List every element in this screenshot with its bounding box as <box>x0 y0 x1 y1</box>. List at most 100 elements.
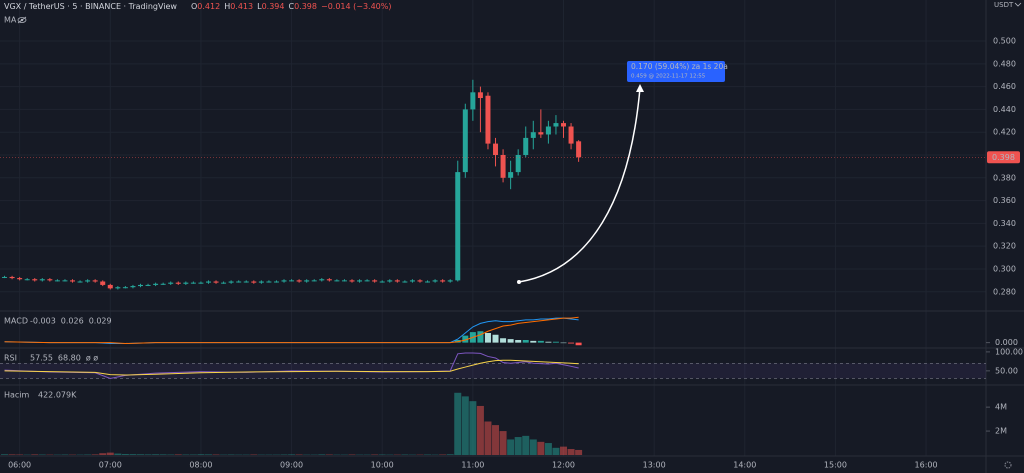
macd-histogram-bar <box>537 340 544 343</box>
volume-bar <box>114 453 122 455</box>
candle-body <box>205 281 211 283</box>
pane-legend-value: 0.029 <box>89 317 112 326</box>
candle-body <box>190 282 196 284</box>
candle-body <box>296 280 302 282</box>
candle-body <box>372 280 378 282</box>
currency-caret[interactable] <box>1014 2 1022 7</box>
macd-histogram-bar <box>552 341 559 343</box>
projection-arrow[interactable] <box>518 87 641 283</box>
projection-box[interactable] <box>627 61 725 82</box>
candle-body <box>92 280 98 282</box>
candle-body <box>485 95 491 144</box>
candle-body <box>402 281 408 283</box>
candle-body <box>289 280 295 282</box>
candle-body <box>266 281 272 283</box>
candle-body <box>70 280 76 282</box>
volume-bar <box>121 454 129 455</box>
y-tick-label: 0.420 <box>993 128 1016 137</box>
pane-legend-value: 0.026 <box>61 317 84 326</box>
volume-bar <box>91 454 99 455</box>
volume-bar <box>454 392 462 455</box>
candle-body <box>130 286 136 288</box>
y-tick-label: 0.360 <box>993 196 1016 205</box>
candle-body <box>440 280 446 282</box>
volume-bar <box>484 421 492 455</box>
candle-body <box>455 172 461 281</box>
volume-bar <box>204 454 212 455</box>
pane-legend-value: 57.55 <box>30 354 53 363</box>
candle-body <box>168 282 174 284</box>
candle-body <box>523 137 529 155</box>
volume-bar <box>99 453 107 455</box>
volume-bar <box>552 447 560 455</box>
volume-bar <box>318 454 326 455</box>
candle-body <box>576 141 582 158</box>
price-label-box <box>987 151 1020 164</box>
candle-body <box>304 280 310 282</box>
macd-line <box>4 316 579 345</box>
candle-body <box>183 282 189 284</box>
candle-body <box>122 287 128 289</box>
volume-bar <box>159 454 167 455</box>
currency-label[interactable]: USDT <box>994 1 1014 9</box>
candle-body <box>213 281 219 283</box>
header-text: 0.398 <box>294 2 317 11</box>
settings-icon[interactable] <box>1004 461 1012 469</box>
candle-body <box>153 283 159 285</box>
candle-body <box>17 278 23 280</box>
volume-bar <box>567 449 575 455</box>
volume-bar <box>31 454 39 455</box>
arrow-start[interactable] <box>517 280 521 284</box>
candle-body <box>198 282 204 284</box>
candle-body <box>477 92 483 99</box>
candle-body <box>447 280 453 282</box>
candle-body <box>508 172 514 178</box>
candle-body <box>137 284 143 287</box>
pane-legend-value: -0.003 <box>30 317 56 326</box>
candle-body <box>243 281 249 283</box>
candle-body <box>221 282 227 284</box>
macd-histogram-bar <box>522 340 529 343</box>
candle-body <box>387 280 393 282</box>
y-tick-label: 0.440 <box>993 105 1016 114</box>
volume-bar <box>136 454 144 455</box>
macd-histogram-bar <box>545 341 552 343</box>
y-tick-label: 0.460 <box>993 82 1016 91</box>
candle-body <box>85 280 91 282</box>
header-text: 0.412 <box>197 2 220 11</box>
candle-body <box>462 109 468 173</box>
candle-body <box>39 279 45 281</box>
candle-body <box>47 279 53 281</box>
macd-histogram-bar <box>507 339 514 343</box>
volume-bar <box>476 405 484 455</box>
y-tick-label: 0.300 <box>993 264 1016 273</box>
pane-legend-value: ø ø <box>86 354 98 363</box>
volume-title: Hacim <box>4 391 30 400</box>
header-text: C <box>288 2 294 11</box>
candle-body <box>145 284 151 286</box>
volume-bar <box>529 439 537 455</box>
x-tick-label: 12:00 <box>552 461 575 470</box>
candle-body <box>357 280 363 282</box>
header-text: 0.394 <box>262 2 285 11</box>
candle-body <box>54 280 60 282</box>
candle-body <box>24 279 30 281</box>
x-tick-label: 11:00 <box>461 461 484 470</box>
candle-body <box>115 287 121 289</box>
volume-bar <box>514 437 522 455</box>
y-tick-label: 0.280 <box>993 287 1016 296</box>
candle-body <box>515 155 521 173</box>
y-tick-label: 0.340 <box>993 219 1016 228</box>
candle-body <box>326 279 332 281</box>
macd-histogram-bar <box>530 340 537 343</box>
header: VGX / TetherUS · 5 · BINANCE · TradingVi… <box>4 2 392 11</box>
volume-bar <box>492 425 500 455</box>
macd-histogram-bar <box>492 334 499 343</box>
volume-legend: 422.079K <box>38 391 77 400</box>
volume-bar <box>522 435 530 455</box>
x-tick-label: 10:00 <box>371 461 394 470</box>
volume-bar <box>507 439 515 455</box>
eye-icon[interactable] <box>17 16 27 24</box>
plot: 06:00 07:00 08:00 09:00 10:00 11:00 12:00 13:00… <box>0 37 1023 470</box>
volume-bar <box>499 431 507 455</box>
